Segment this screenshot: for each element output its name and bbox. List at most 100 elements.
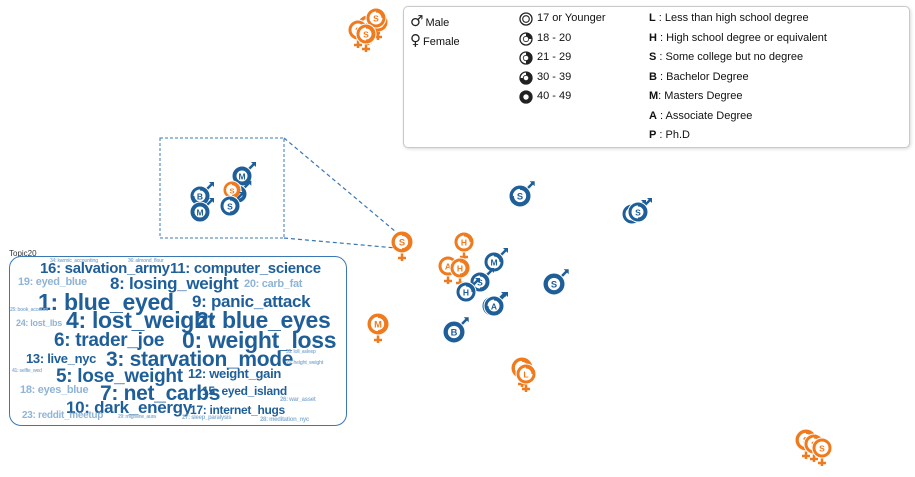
topic-word: 21: height_weight <box>286 360 324 366</box>
topic-word: 10: dark_energy <box>66 398 192 417</box>
topic-word: 34: karmic_accounting <box>50 258 98 264</box>
user-glyph[interactable]: B <box>442 317 469 344</box>
user-glyph[interactable]: H <box>455 278 480 303</box>
education-code: S <box>227 201 233 211</box>
education-code: S <box>819 443 825 453</box>
topic-word: 17: internet_hugs <box>190 403 285 417</box>
user-glyph[interactable]: L <box>515 363 537 392</box>
topic-word: 5: lose_weight <box>56 366 183 387</box>
topic-word: 24: lost_lbs <box>16 318 62 328</box>
user-glyph[interactable]: S <box>508 181 535 208</box>
education-legend-item: P : Ph.D <box>649 129 690 141</box>
user-glyph[interactable]: H <box>449 257 471 286</box>
education-label: : Associate Degree <box>656 109 753 122</box>
education-legend-item: H : High school degree or equivalent <box>649 32 827 44</box>
age-group-icon <box>519 51 533 65</box>
education-code: B <box>649 70 657 83</box>
topic-word: 12: weight_gain <box>188 366 282 381</box>
topic-title: Topic20 <box>9 249 37 258</box>
education-code: S <box>517 191 523 201</box>
topic-word: 9: panic_attack <box>192 292 311 311</box>
education-code: A <box>649 109 657 122</box>
education-code: S <box>635 207 641 217</box>
age-group-icon <box>519 31 533 46</box>
legend-panel: ♂ Male ♀ Female 17 or Younger 18 - 20 21 - 2… <box>403 6 910 148</box>
topic-word: 2: blue_eyes <box>196 307 331 333</box>
education-code: A <box>491 301 497 311</box>
user-glyph[interactable]: S <box>542 269 569 296</box>
user-glyph[interactable]: S <box>627 198 652 223</box>
age-group-label: 18 - 20 <box>537 31 572 44</box>
topic-word: 18: eyes_blue <box>20 384 89 396</box>
topic-word: 16: salvation_army <box>40 260 170 277</box>
age-group-label: 40 - 49 <box>537 90 572 102</box>
age-group-label: 21 - 29 <box>537 51 572 63</box>
education-legend-item: A : Associate Degree <box>649 110 752 122</box>
female-icon: ♀ <box>410 31 421 49</box>
legend-female: ♀ Female <box>410 31 460 49</box>
education-legend-item: M: Masters Degree <box>649 90 743 102</box>
male-icon: ♂ <box>410 12 424 30</box>
topic-word: 26: war_asset <box>280 397 316 403</box>
age-group-label: 17 or Younger <box>537 12 606 24</box>
topic-word: 3: starvation_mode <box>106 348 294 371</box>
age-group-icon <box>519 90 533 104</box>
education-code: S <box>477 277 483 287</box>
user-glyph[interactable]: S <box>219 192 244 217</box>
legend-male-label: Male <box>425 17 450 29</box>
education-legend-item: B : Bachelor Degree <box>649 71 749 83</box>
education-code: S <box>373 13 379 23</box>
education-code: S <box>551 279 557 289</box>
user-glyph[interactable]: M <box>189 198 214 223</box>
topic-word: 29: migraine_aura <box>118 414 156 420</box>
education-code: M <box>196 207 203 217</box>
user-glyph[interactable]: B <box>189 182 214 207</box>
education-label: : Some college but no degree <box>656 51 804 63</box>
education-code: H <box>463 287 469 297</box>
education-label: : Less than high school degree <box>655 12 809 24</box>
user-glyph[interactable]: M <box>231 162 256 187</box>
topic-word: 35: loli_asleep <box>286 349 316 355</box>
education-label: : Masters Degree <box>658 90 743 102</box>
topic-word: 11: computer_science <box>170 260 321 277</box>
user-glyph[interactable]: M <box>366 312 390 343</box>
education-code: M <box>238 171 245 181</box>
education-code: L <box>523 369 528 379</box>
education-label: : Ph.D <box>656 129 690 141</box>
education-code: H <box>457 263 463 273</box>
topic-word: 4: lost_weight <box>66 307 216 333</box>
education-code: M <box>490 257 497 267</box>
zoom-inset <box>159 137 397 249</box>
user-glyph[interactable]: M <box>483 248 508 273</box>
user-glyph[interactable]: S <box>811 437 833 466</box>
education-legend-item: S : Some college but no degree <box>649 51 803 63</box>
user-glyph[interactable]: A <box>483 292 508 317</box>
topic-word: 6: trader_joe <box>54 330 165 351</box>
education-code: A <box>445 261 451 271</box>
topic-word: 25: book_account <box>10 307 48 313</box>
age-group-icon <box>519 70 533 85</box>
education-code: S <box>399 237 405 247</box>
topic-word: 20: carb_fat <box>244 278 303 290</box>
topic-word: 36: almond_flour <box>128 258 164 264</box>
education-code: H <box>461 237 467 247</box>
education-code: S <box>363 29 369 39</box>
user-glyph[interactable]: S <box>222 180 242 207</box>
education-label: : Bachelor Degree <box>656 70 749 83</box>
user-glyph[interactable]: S <box>390 230 414 261</box>
education-code: M <box>649 90 659 102</box>
topic-word: 8: losing_weight <box>110 274 239 293</box>
education-code: S <box>229 186 234 195</box>
education-legend-item: L : Less than high school degree <box>649 12 809 24</box>
education-code: B <box>197 191 203 201</box>
education-code: B <box>451 327 458 337</box>
topic-word: 13: live_nyc <box>26 351 97 366</box>
education-code: S <box>649 51 657 63</box>
age-group-icon <box>519 12 533 26</box>
education-label: : High school degree or equivalent <box>656 31 827 44</box>
user-glyph[interactable]: H <box>453 231 475 260</box>
user-glyph[interactable]: S <box>355 23 377 52</box>
topic-word: 23: reddit_meetup <box>22 410 104 421</box>
legend-male: ♂ Male <box>410 12 449 30</box>
